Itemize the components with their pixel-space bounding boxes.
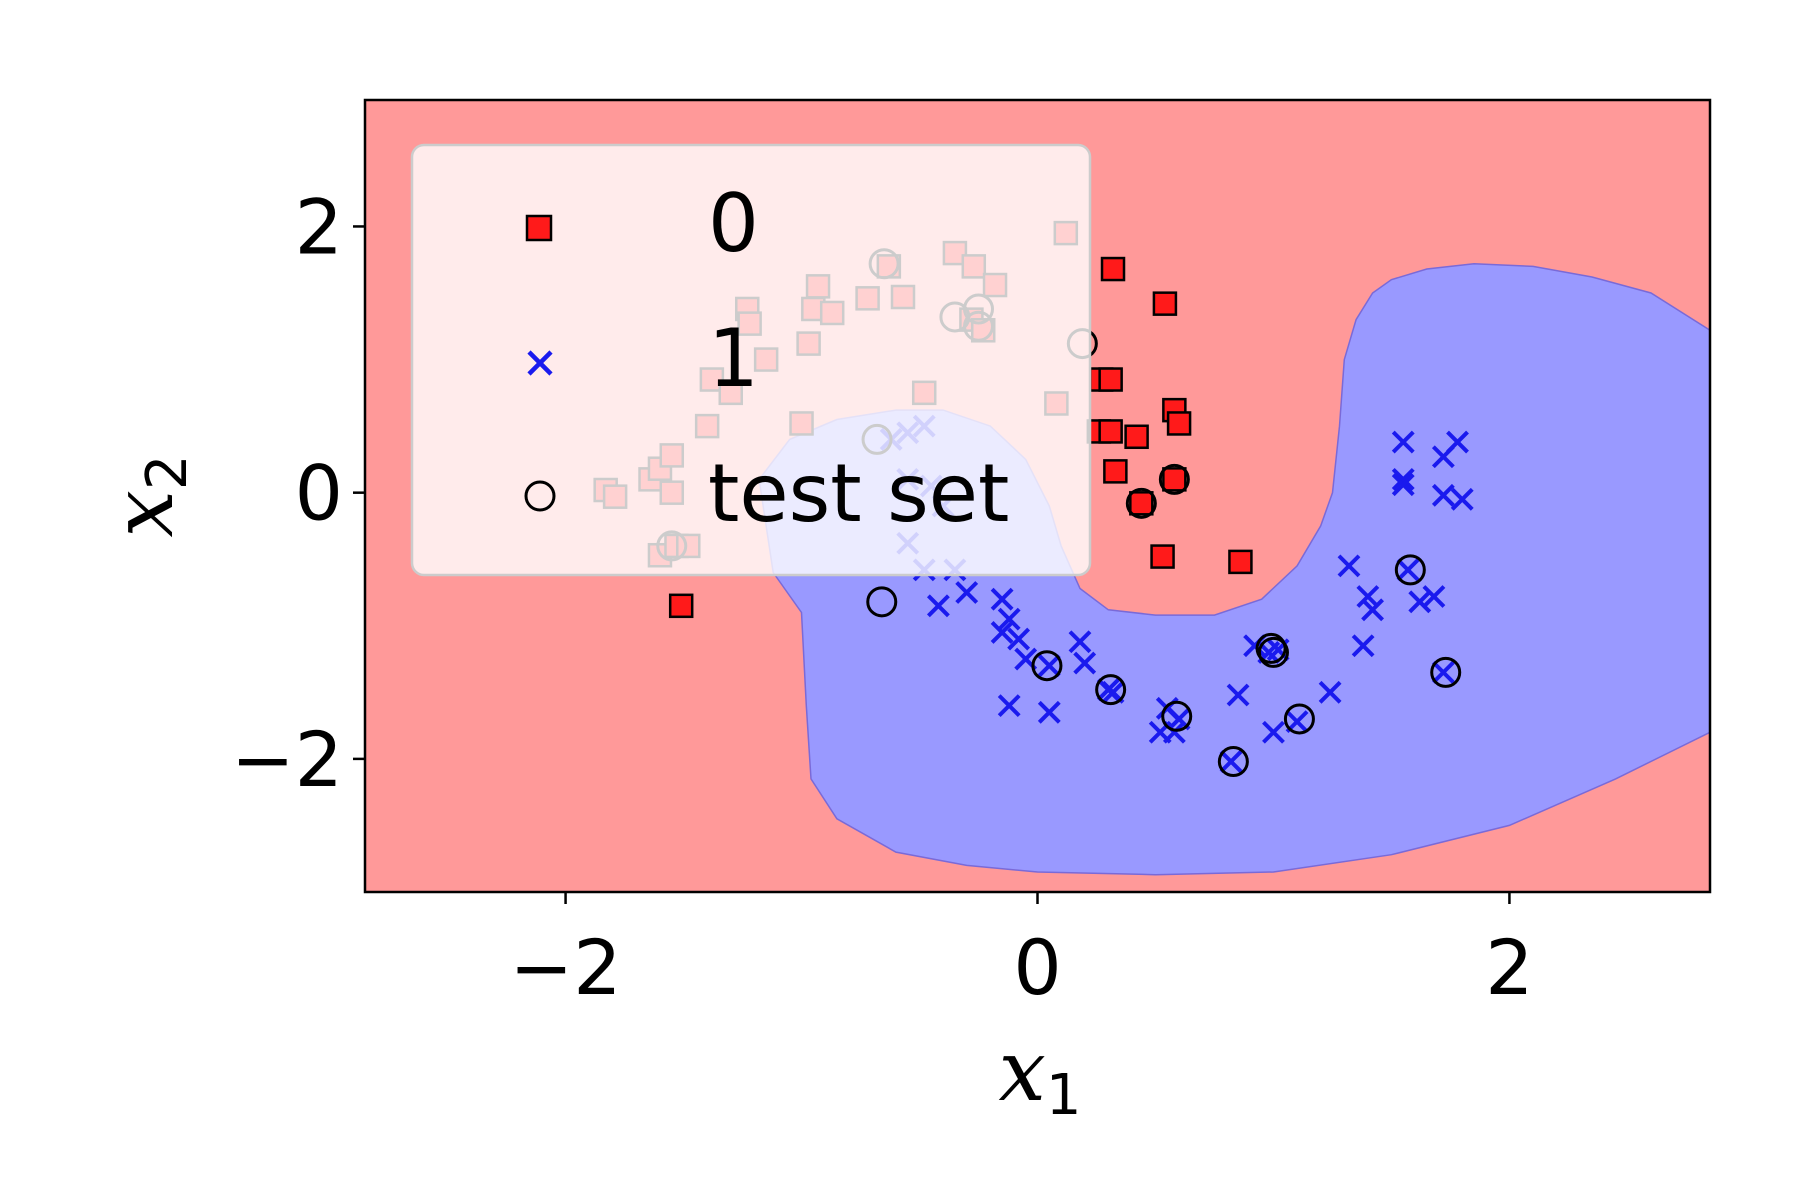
test-set-point [1217,746,1249,778]
test-set-point [866,586,898,618]
y-tick-label: 2 [295,182,343,271]
test-set-point [1161,700,1193,732]
class-1-point [1262,720,1285,744]
y-tick-label: 0 [295,449,343,538]
test-set-point [1158,463,1190,495]
legend-label-class-0: 0 [708,177,759,270]
legend-label-class-1: 1 [708,312,759,405]
class-1-point [1391,473,1415,497]
y-tick-label: −2 [231,715,343,804]
y-axis: −2 0 2 [231,182,365,804]
class-1-point [1408,590,1432,614]
test-set-point [1257,636,1289,668]
class-1-point [1431,483,1455,507]
y-axis-label-main: x [94,490,192,537]
class-1-point [1391,430,1415,454]
class-0-point [668,593,694,619]
test-set-point [1394,554,1426,586]
class-0-point [1098,419,1123,444]
class-0-point [1166,411,1192,436]
class-1-point [1351,634,1375,658]
class-0-point [1228,549,1253,575]
test-set-point [1430,656,1462,688]
legend-marker-class-0 [525,214,553,242]
class-1-point [1391,467,1415,491]
class-1-point [1431,660,1455,684]
class-0-point [1124,424,1149,450]
test-set-point [1031,650,1063,682]
class-1-point [1446,430,1469,454]
class-0-point [1150,544,1175,569]
class-0-point [1162,467,1187,492]
x-axis-label-main: x [998,1022,1045,1120]
x-axis-label-subscript: 1 [1046,1063,1082,1128]
class-0-point [1152,291,1178,316]
class-0-point [1129,491,1154,516]
class-1-point [1361,598,1384,622]
class-1-point [990,621,1014,644]
x-axis-label: x1 [998,1022,1081,1128]
test-set-point [1283,703,1315,735]
class-1-point [1068,630,1092,654]
legend-marker-class-1 [527,350,553,376]
class-1-point [1337,554,1361,578]
class-1-point [1037,700,1061,724]
class-1-point [997,607,1021,631]
class-1-point [997,694,1021,718]
test-set-point [1255,632,1287,664]
x-tick-label: −2 [510,923,622,1012]
class-0-point [1103,459,1128,484]
class-1-point [1318,680,1342,704]
class-0-point [1098,367,1123,392]
class-1-point [1226,683,1250,707]
class-1-point [1422,585,1446,608]
legend-label-test-set: test set [708,447,1009,540]
class-0-point [1100,256,1126,282]
class-1-point [1450,487,1474,511]
class-1-point [1396,558,1420,582]
class-1-point [1037,654,1061,678]
class-1-point [955,581,979,604]
legend-box [410,143,1092,577]
x-axis: −2 0 2 [510,892,1534,1012]
x-tick-label: 0 [1013,923,1061,1012]
class-1-point [1356,585,1380,608]
test-set-point [1125,487,1157,519]
test-set-point [1095,674,1127,706]
legend-marker-test-set [524,480,556,512]
x-tick-label: 2 [1485,923,1533,1012]
class-1-point [1007,627,1031,651]
y-axis-label-subscript: 2 [135,454,200,490]
class-1-point [1073,651,1097,675]
class-1-point [990,587,1014,611]
class-1-point [1219,750,1243,773]
legend: 0 1 test set [410,143,1092,577]
class-1-point [926,594,950,618]
y-axis-label: x2 [94,454,200,537]
